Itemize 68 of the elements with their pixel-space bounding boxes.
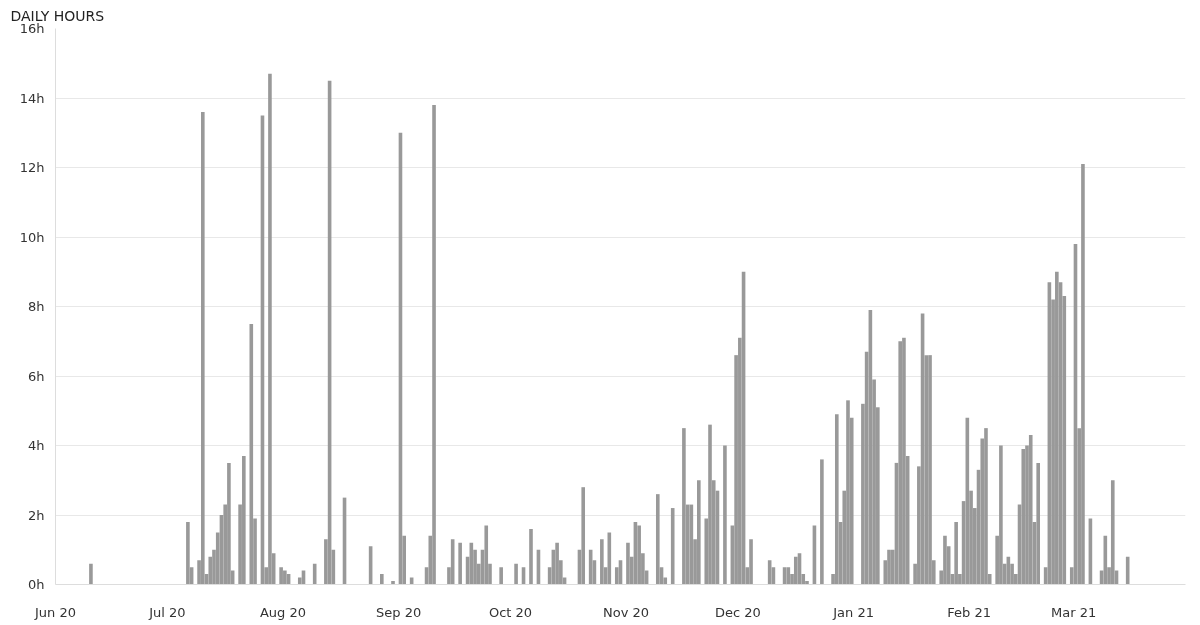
x-tick-label: Mar 21 bbox=[1051, 604, 1097, 620]
bar bbox=[283, 570, 287, 585]
bar bbox=[1125, 556, 1130, 585]
chart-title: DAILY HOURS bbox=[10, 7, 105, 24]
bar bbox=[529, 528, 533, 585]
bar bbox=[380, 574, 384, 585]
bar bbox=[670, 508, 675, 585]
x-tick-label: Feb 21 bbox=[947, 604, 992, 620]
x-tick-label: Nov 20 bbox=[603, 604, 650, 620]
bar bbox=[499, 567, 503, 585]
bar bbox=[928, 355, 932, 585]
x-tick-label: Jul 20 bbox=[148, 604, 186, 620]
y-tick-label: 16h bbox=[19, 21, 45, 36]
bar bbox=[637, 525, 641, 585]
bar bbox=[820, 459, 824, 585]
y-tick-label: 12h bbox=[19, 160, 45, 175]
bar bbox=[902, 337, 906, 585]
bar bbox=[1036, 462, 1040, 585]
y-tick-label: 8h bbox=[27, 299, 45, 314]
bar bbox=[484, 525, 489, 585]
x-tick-label: Oct 20 bbox=[488, 604, 533, 620]
bar bbox=[1110, 480, 1115, 585]
bar bbox=[249, 323, 254, 585]
y-tick-label: 0h bbox=[27, 577, 45, 592]
bar bbox=[555, 542, 559, 585]
x-tick-label: Sep 20 bbox=[376, 604, 422, 620]
x-tick-label: Aug 20 bbox=[259, 604, 307, 620]
bar bbox=[458, 542, 462, 585]
bar bbox=[514, 563, 518, 585]
bar bbox=[793, 556, 798, 585]
bar bbox=[655, 494, 660, 585]
bar bbox=[1081, 164, 1085, 585]
bar bbox=[391, 581, 395, 585]
bar bbox=[749, 539, 753, 585]
bar bbox=[242, 455, 246, 585]
bar bbox=[312, 563, 317, 585]
bar bbox=[581, 487, 586, 585]
bar bbox=[999, 445, 1003, 585]
bar bbox=[89, 563, 93, 585]
bar bbox=[600, 539, 604, 585]
bar bbox=[682, 428, 686, 585]
y-tick-label: 14h bbox=[19, 90, 45, 106]
y-tick-label: 4h bbox=[27, 438, 45, 453]
bar bbox=[898, 341, 903, 585]
bar bbox=[626, 542, 630, 585]
bar bbox=[432, 104, 436, 585]
bar bbox=[186, 521, 190, 585]
bar bbox=[708, 424, 712, 585]
y-tick-label: 2h bbox=[27, 507, 45, 523]
y-tick-label: 6h bbox=[27, 368, 45, 384]
bar bbox=[227, 462, 231, 585]
bar bbox=[887, 549, 891, 585]
bar bbox=[834, 414, 839, 585]
bar bbox=[954, 521, 958, 585]
bar bbox=[201, 111, 205, 585]
bar bbox=[1021, 448, 1026, 585]
x-tick-label: Jan 21 bbox=[832, 604, 874, 620]
bar bbox=[723, 445, 727, 585]
bar bbox=[268, 73, 272, 585]
y-tick-label: 10h bbox=[19, 229, 45, 245]
bar bbox=[697, 480, 701, 585]
x-tick-label: Dec 20 bbox=[715, 604, 761, 620]
bar bbox=[279, 567, 283, 585]
bar bbox=[943, 535, 947, 585]
x-tick-label: Jun 20 bbox=[34, 604, 77, 620]
bar bbox=[984, 428, 988, 585]
bar bbox=[1028, 435, 1033, 585]
bar bbox=[846, 400, 850, 585]
